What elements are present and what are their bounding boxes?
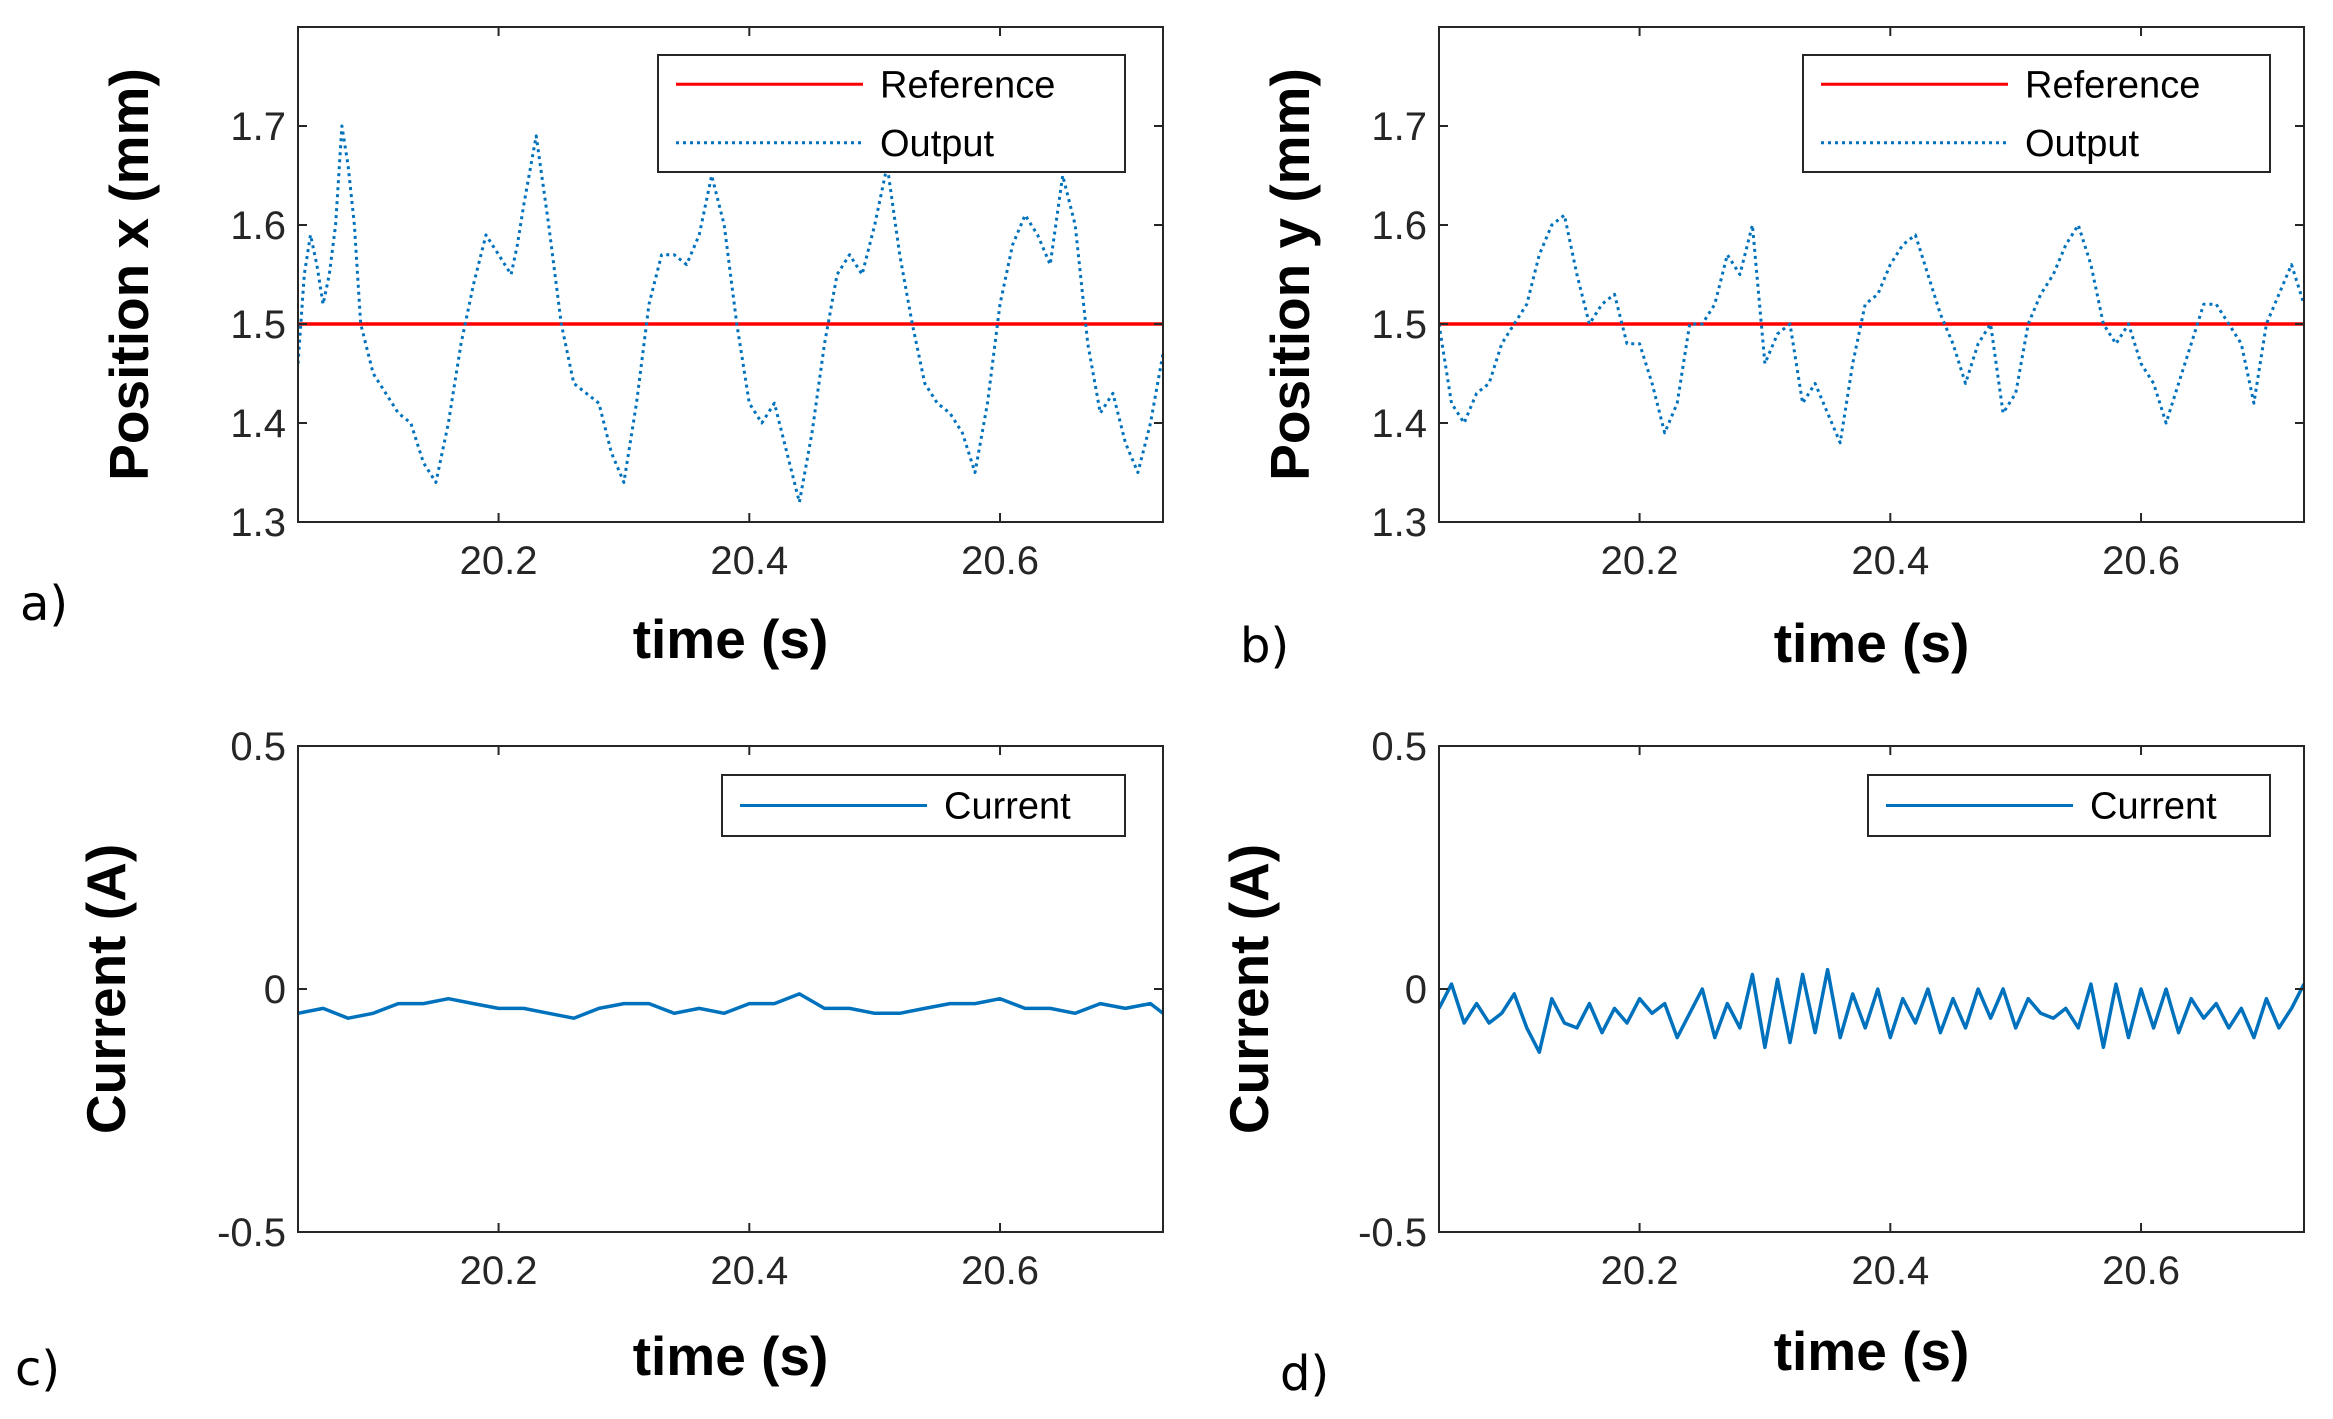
legend: Current [1867,774,2271,837]
panel-label: c) [15,1341,60,1397]
y-tick-label: 1.6 [230,204,286,248]
y-tick-label: 1.6 [1371,204,1427,248]
panel-label: b) [1240,618,1289,674]
x-tick-label: 20.4 [710,1249,788,1293]
x-tick-label: 20.4 [710,539,788,583]
axes-box [297,26,1164,523]
legend-entry: Reference [2025,64,2200,106]
panel-label: d) [1280,1346,1329,1402]
legend-entry: Output [2025,123,2140,165]
x-tick-label: 20.6 [2102,539,2180,583]
y-axis-label: Position y (mm) [1259,68,1321,481]
x-tick-label: 20.2 [460,539,538,583]
legend: Reference Output [1802,54,2271,173]
legend-entry: Current [2090,786,2217,828]
y-tick-label: 0 [1405,968,1427,1012]
axes-box [1438,26,2305,523]
x-tick-label: 20.6 [961,1249,1039,1293]
legend-entry: Reference [880,64,1055,106]
legend: Reference Output [657,54,1126,173]
chart-panel-a: 20.2 20.4 20.6 1.3 1.4 1.5 1.6 1.7 time (s) Posit… [20,26,1164,670]
y-tick-label: 0.5 [230,725,286,769]
x-axis-label: time (s) [633,1325,829,1387]
legend-entry: Output [880,123,995,165]
y-axis-label: Current (A) [75,844,137,1134]
legend: Current [721,774,1126,837]
x-tick-label: 20.4 [1851,539,1929,583]
x-tick-label: 20.6 [961,539,1039,583]
y-tick-label: 1.7 [1371,105,1427,149]
panel-label: a) [20,576,68,632]
y-tick-label: 1.4 [230,402,286,446]
y-tick-label: 1.5 [1371,303,1427,347]
y-tick-label: 1.7 [230,105,286,149]
x-tick-label: 20.4 [1851,1249,1929,1293]
y-tick-label: 0 [264,968,286,1012]
legend-entry: Current [944,786,1071,828]
y-tick-label: 1.3 [230,501,286,545]
y-axis-label: Position x (mm) [98,68,160,481]
x-tick-label: 20.6 [2102,1249,2180,1293]
x-axis-label: time (s) [1774,612,1970,674]
y-tick-label: -0.5 [1358,1211,1427,1255]
chart-panel-d: 20.2 20.4 20.6 -0.5 0 0.5 time (s) Current (A) d… [1218,725,2305,1402]
y-tick-label: 0.5 [1371,725,1427,769]
x-axis-label: time (s) [633,608,829,670]
series-line-current [1439,967,2304,1054]
series-line-current [298,992,1163,1020]
y-tick-label: 1.3 [1371,501,1427,545]
legend-box [1802,54,2271,173]
y-axis-label: Current (A) [1218,844,1280,1134]
y-tick-label: 1.5 [230,303,286,347]
x-tick-label: 20.2 [1601,539,1679,583]
x-tick-label: 20.2 [460,1249,538,1293]
y-tick-label: -0.5 [217,1211,286,1255]
series-line-output [1439,213,2304,445]
x-tick-label: 20.2 [1601,1249,1679,1293]
y-tick-label: 1.4 [1371,402,1427,446]
chart-panel-b: 20.2 20.4 20.6 1.3 1.4 1.5 1.6 1.7 time (s) Posit… [1240,26,2305,674]
chart-panel-c: 20.2 20.4 20.6 -0.5 0 0.5 time (s) Current (A) c… [15,725,1164,1397]
x-axis-label: time (s) [1774,1320,1970,1382]
legend-box [657,54,1126,173]
